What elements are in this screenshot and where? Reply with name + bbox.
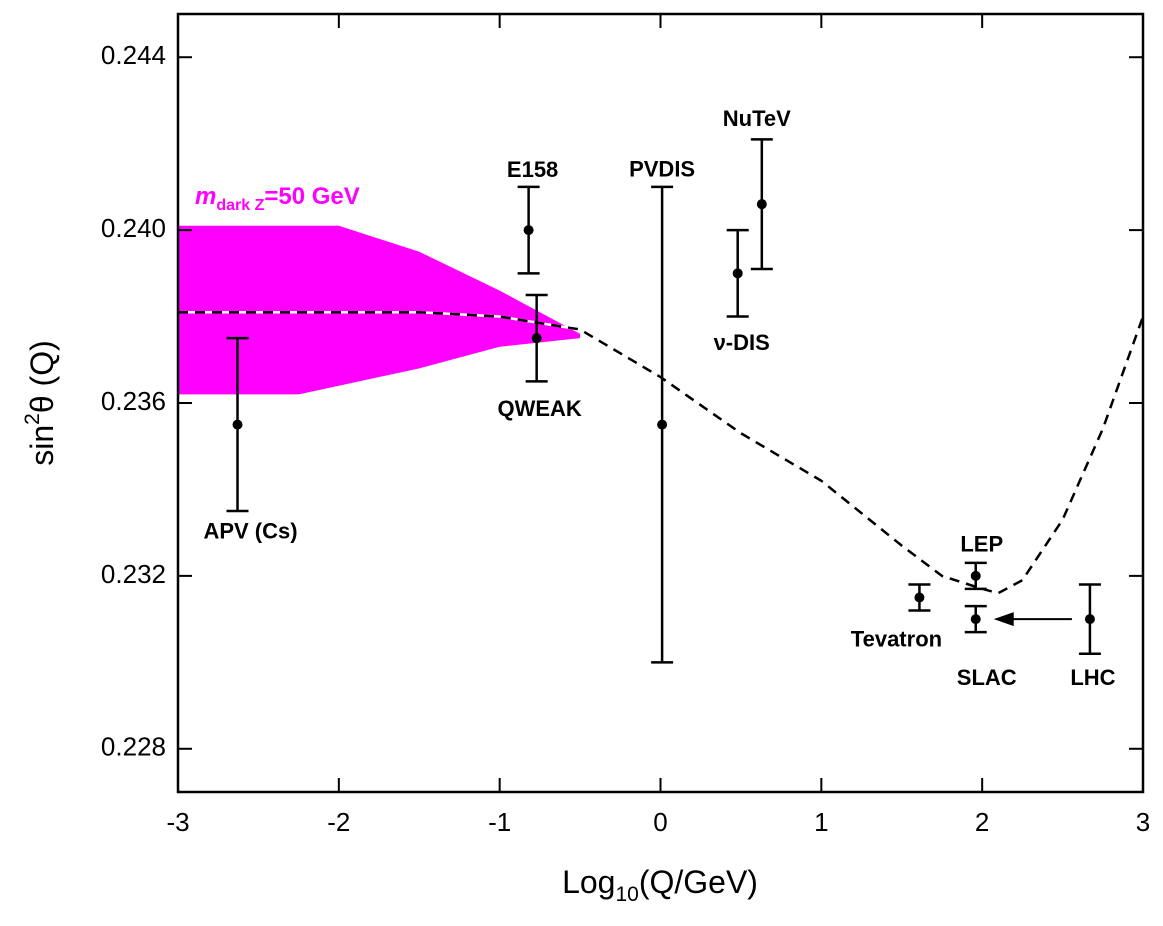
x-tick-label: -1	[488, 807, 511, 837]
point-label: PVDIS	[629, 156, 695, 181]
point-label: LHC	[1070, 665, 1115, 690]
point-label: ν-DIS	[714, 330, 770, 355]
x-title-sub: 10	[615, 883, 638, 906]
x-tick-label: -3	[166, 807, 189, 837]
band-label: mdark Z=50 GeV	[195, 183, 360, 214]
y-title-sup: 2	[21, 413, 44, 425]
data-point	[756, 199, 767, 210]
point-label: Tevatron	[851, 626, 942, 651]
data-point	[732, 268, 743, 279]
band-label-sub: dark Z	[216, 197, 264, 214]
point-label: NuTeV	[723, 106, 791, 131]
x-axis-title: Log10(Q/GeV)	[562, 864, 758, 905]
uncertainty-band	[178, 225, 581, 395]
data-point	[232, 419, 243, 430]
x-tick-label: -2	[327, 807, 350, 837]
data-point	[657, 419, 668, 430]
x-title-main: Log	[562, 864, 615, 900]
x-title-rest: (Q/GeV)	[639, 864, 758, 900]
point-label: E158	[507, 157, 558, 182]
point-label: SLAC	[957, 665, 1017, 690]
band-label-rest: =50 GeV	[264, 183, 359, 210]
y-tick-label: 0.228	[101, 732, 166, 762]
data-point	[970, 570, 981, 581]
data-point	[914, 592, 925, 603]
x-tick-label: 3	[1136, 807, 1150, 837]
prediction-curve	[178, 310, 1145, 595]
y-axis-title: sin2θ (Q)	[21, 340, 61, 465]
data-point	[531, 333, 542, 344]
y-tick-label: 0.244	[101, 40, 166, 70]
y-tick-label: 0.240	[101, 213, 166, 243]
y-title-rest: θ (Q)	[24, 340, 60, 413]
curve-layer	[178, 310, 1145, 595]
data-point	[523, 225, 534, 236]
arrow-head	[993, 612, 1014, 627]
band-layer	[178, 225, 581, 395]
data-point	[1084, 614, 1095, 625]
point-label: LEP	[960, 532, 1003, 557]
x-tick-label: 0	[653, 807, 667, 837]
band-label-m: m	[195, 183, 216, 210]
y-title-main: sin	[24, 425, 60, 466]
x-tick-label: 2	[975, 807, 989, 837]
point-label: QWEAK	[497, 396, 581, 421]
y-tick-label: 0.236	[101, 386, 166, 416]
x-tick-label: 1	[814, 807, 828, 837]
y-tick-label: 0.232	[101, 559, 166, 589]
point-label: APV (Cs)	[203, 518, 297, 543]
data-point	[970, 614, 981, 625]
